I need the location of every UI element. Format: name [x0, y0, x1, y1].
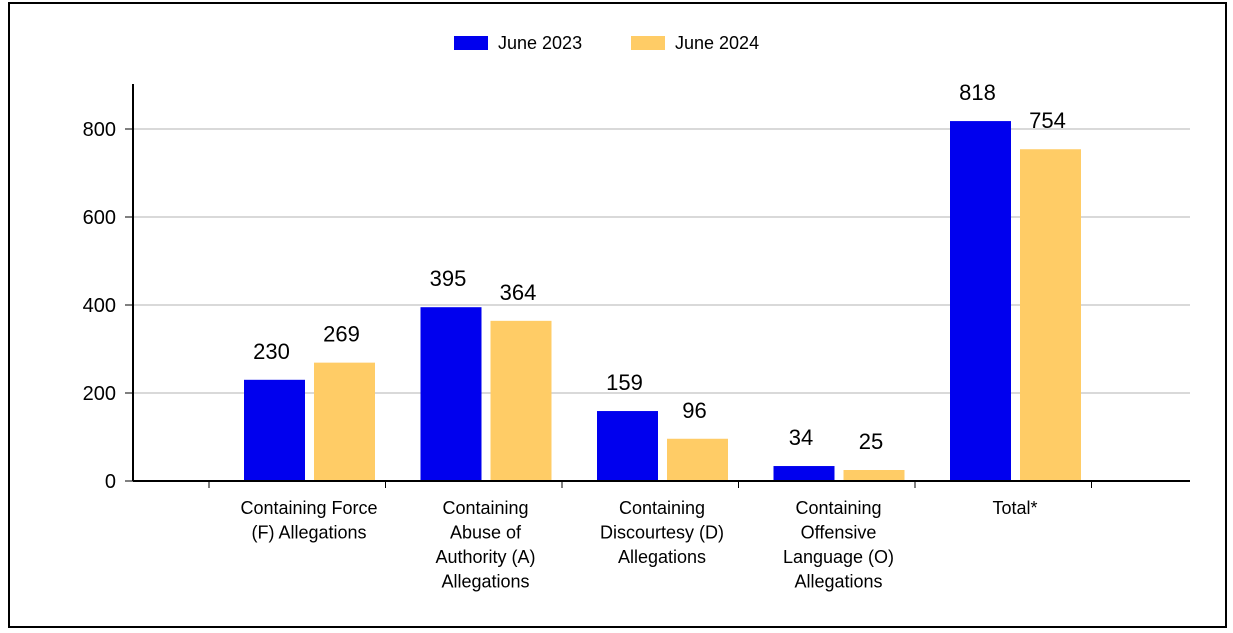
legend-swatch-2 [631, 36, 665, 50]
x-tick-label-line: Abuse of [450, 523, 522, 543]
data-label: 364 [500, 280, 537, 305]
legend-swatch-1 [454, 36, 488, 50]
data-label: 34 [789, 425, 813, 450]
x-tick-label-line: (F) Allegations [251, 523, 366, 543]
data-label: 96 [682, 398, 706, 423]
data-labels: 230 269 395 364 159 96 34 25 818 754 [253, 80, 1066, 454]
x-axis: Containing Force (F) AllegationsContainin… [133, 480, 1190, 592]
bar [667, 438, 728, 481]
data-label: 395 [430, 266, 467, 291]
x-tick-label-line: Total* [992, 498, 1037, 518]
data-label: 230 [253, 339, 290, 364]
x-tick-label-line: Containing Force [240, 498, 377, 518]
y-tick-label: 200 [83, 383, 116, 405]
x-tick-label-line: Language (O) [783, 547, 894, 567]
bars [244, 121, 1081, 482]
bar [773, 466, 835, 481]
bar [314, 362, 375, 481]
y-tick-label: 0 [105, 471, 116, 493]
x-tick-label-line: Offensive [801, 523, 877, 543]
bar [420, 307, 482, 481]
x-tick-label-line: Allegations [441, 572, 529, 592]
bar [843, 470, 905, 481]
data-label: 818 [959, 80, 996, 105]
x-tick-label: Containing Abuse of Authority (A) Allegatio… [435, 498, 535, 592]
data-label: 754 [1029, 108, 1066, 133]
y-axis: 0 200 400 600 800 [83, 84, 134, 493]
x-tick-label-line: Allegations [618, 547, 706, 567]
x-tick-label-line: Containing [795, 498, 881, 518]
data-label: 269 [323, 322, 360, 347]
legend-label-1: June 2023 [498, 33, 582, 53]
x-tick-label: Total* [992, 498, 1037, 518]
gridlines [133, 128, 1190, 394]
bar [244, 379, 305, 481]
x-tick-label-line: Containing [619, 498, 705, 518]
x-tick-label-line: Authority (A) [435, 547, 535, 567]
bar [1020, 149, 1081, 482]
legend: June 2023 June 2024 [454, 33, 759, 53]
bar [490, 320, 552, 481]
y-tick-label: 800 [83, 119, 116, 141]
legend-label-2: June 2024 [675, 33, 759, 53]
y-tick-label: 400 [83, 295, 116, 317]
data-label: 25 [859, 429, 883, 454]
bar [597, 411, 658, 481]
data-label: 159 [606, 370, 643, 395]
bar [950, 121, 1011, 481]
x-tick-label-line: Discourtesy (D) [600, 523, 724, 543]
x-tick-label: Containing Discourtesy (D) Allegations [600, 498, 724, 567]
x-tick-label: Containing Offensive Language (O) Allegatio… [783, 498, 894, 592]
x-tick-label-line: Containing [442, 498, 528, 518]
y-tick-label: 600 [83, 207, 116, 229]
x-tick-label-line: Allegations [794, 572, 882, 592]
x-tick-label: Containing Force (F) Allegations [240, 498, 377, 543]
